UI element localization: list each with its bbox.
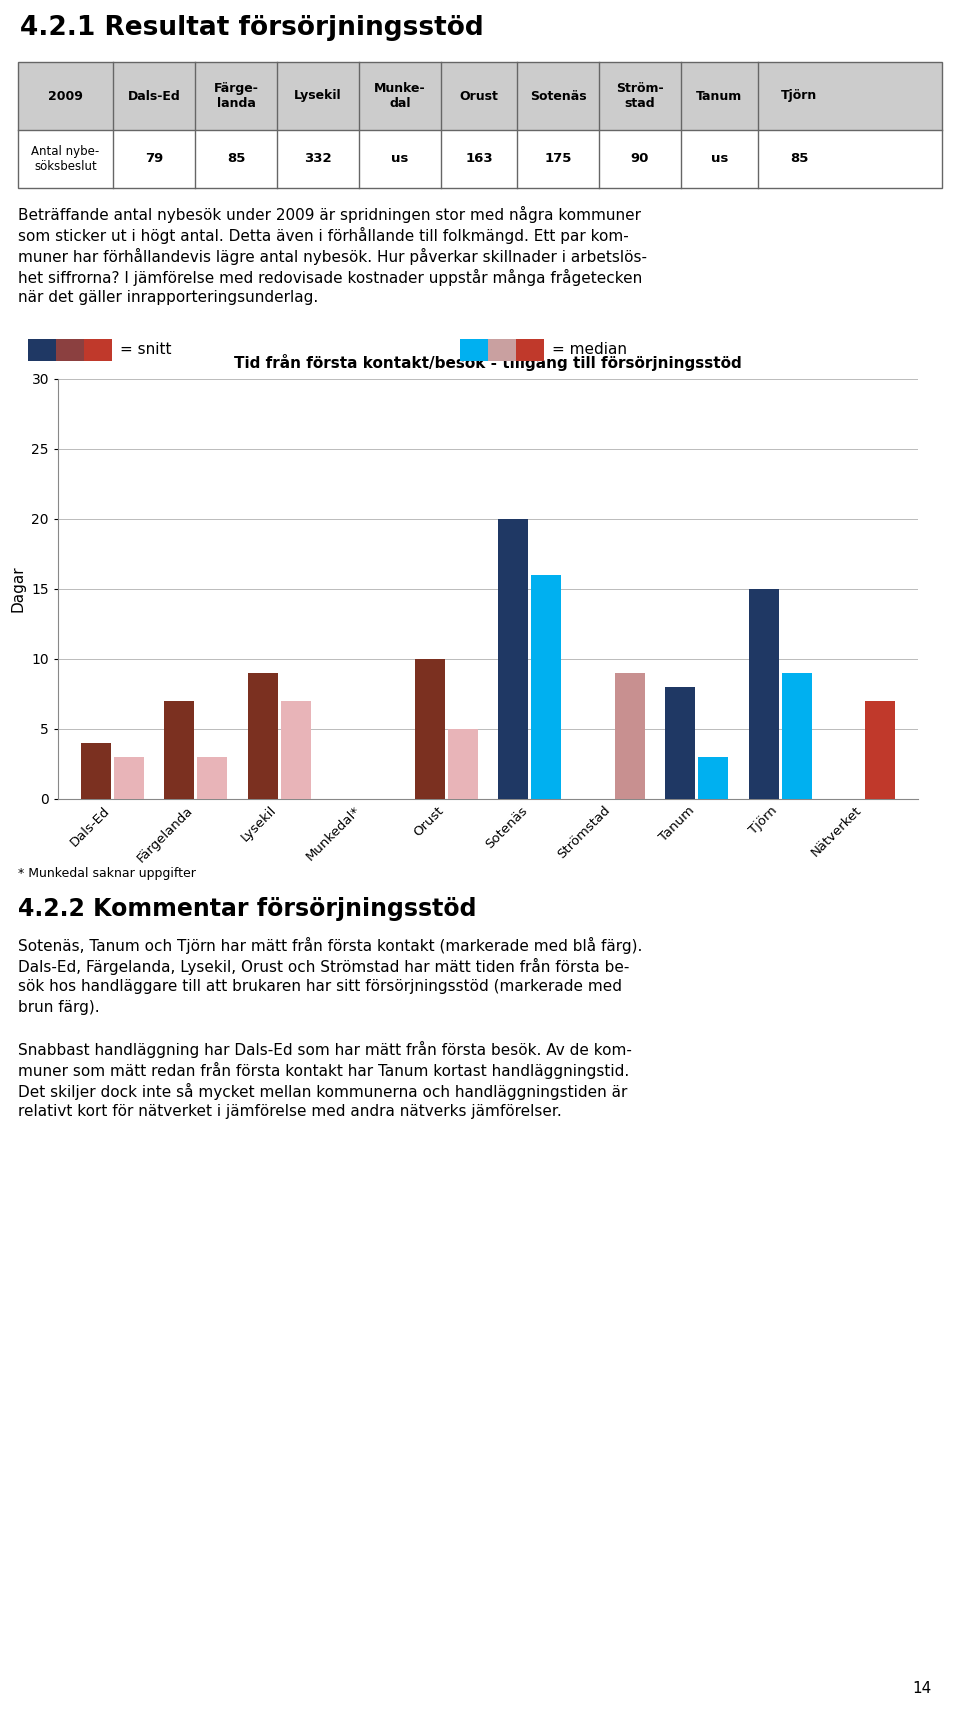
Text: muner har förhållandevis lägre antal nybesök. Hur påverkar skillnader i arbetslö: muner har förhållandevis lägre antal nyb… (18, 247, 647, 264)
Text: muner som mätt redan från första kontakt har Tanum kortast handläggningstid.: muner som mätt redan från första kontakt… (18, 1063, 629, 1078)
Text: Snabbast handläggning har Dals-Ed som har mätt från första besök. Av de kom-: Snabbast handläggning har Dals-Ed som ha… (18, 1041, 632, 1058)
Bar (114, 757, 144, 798)
Text: 175: 175 (544, 153, 572, 165)
Bar (532, 575, 562, 798)
Bar (164, 701, 194, 798)
Bar (448, 730, 478, 798)
Bar (865, 701, 896, 798)
Bar (781, 673, 812, 798)
Text: Dals-Ed: Dals-Ed (128, 89, 180, 103)
Text: = snitt: = snitt (120, 342, 172, 357)
Text: Sotenäs: Sotenäs (530, 89, 587, 103)
Bar (749, 589, 779, 798)
Text: sök hos handläggare till att brukaren har sitt försörjningsstöd (markerade med: sök hos handläggare till att brukaren ha… (18, 979, 622, 994)
Text: Beträffande antal nybesök under 2009 är spridningen stor med några kommuner: Beträffande antal nybesök under 2009 är … (18, 206, 641, 223)
Text: Munke-
dal: Munke- dal (374, 82, 426, 110)
Text: Tjörn: Tjörn (780, 89, 817, 103)
Text: 332: 332 (304, 153, 332, 165)
Text: Det skiljer dock inte så mycket mellan kommunerna och handläggningstiden är: Det skiljer dock inte så mycket mellan k… (18, 1083, 628, 1101)
Text: 85: 85 (227, 153, 245, 165)
Text: Orust: Orust (460, 89, 498, 103)
Bar (281, 701, 311, 798)
Text: 163: 163 (466, 153, 492, 165)
Bar (498, 519, 528, 798)
Text: Antal nybe-
söksbeslut: Antal nybe- söksbeslut (32, 144, 100, 173)
Bar (248, 673, 277, 798)
Text: 2009: 2009 (48, 89, 83, 103)
Text: Tanum: Tanum (696, 89, 743, 103)
Bar (81, 743, 110, 798)
Text: 4.2.2 Kommentar försörjningsstöd: 4.2.2 Kommentar försörjningsstöd (18, 896, 476, 920)
Text: 79: 79 (145, 153, 163, 165)
Text: = median: = median (552, 342, 627, 357)
Text: us: us (710, 153, 729, 165)
Text: som sticker ut i högt antal. Detta även i förhållande till folkmängd. Ett par ko: som sticker ut i högt antal. Detta även … (18, 227, 629, 244)
Text: när det gäller inrapporteringsunderlag.: när det gäller inrapporteringsunderlag. (18, 290, 319, 306)
Bar (198, 757, 228, 798)
Text: relativt kort för nätverket i jämförelse med andra nätverks jämförelser.: relativt kort för nätverket i jämförelse… (18, 1104, 562, 1119)
Y-axis label: Dagar: Dagar (11, 565, 26, 613)
Text: het siffrorna? I jämförelse med redovisade kostnader uppstår många frågetecken: het siffrorna? I jämförelse med redovisa… (18, 270, 642, 287)
Text: Ström-
stad: Ström- stad (616, 82, 663, 110)
Text: us: us (392, 153, 409, 165)
Text: brun färg).: brun färg). (18, 999, 100, 1015)
Text: Sotenäs, Tanum och Tjörn har mätt från första kontakt (markerade med blå färg).: Sotenäs, Tanum och Tjörn har mätt från f… (18, 937, 642, 955)
Bar (699, 757, 729, 798)
Text: 4.2.1 Resultat försörjningsstöd: 4.2.1 Resultat försörjningsstöd (20, 15, 484, 41)
Text: Färge-
landa: Färge- landa (213, 82, 258, 110)
Bar (615, 673, 645, 798)
Title: Tid från första kontakt/besök - tillgång till försörjningsstöd: Tid från första kontakt/besök - tillgång… (234, 354, 742, 371)
Bar (665, 687, 695, 798)
Text: 85: 85 (790, 153, 808, 165)
Text: 14: 14 (912, 1681, 931, 1696)
Text: * Munkedal saknar uppgifter: * Munkedal saknar uppgifter (18, 867, 196, 881)
Text: 90: 90 (631, 153, 649, 165)
Text: Lysekil: Lysekil (294, 89, 342, 103)
Text: Dals-Ed, Färgelanda, Lysekil, Orust och Strömstad har mätt tiden från första be-: Dals-Ed, Färgelanda, Lysekil, Orust och … (18, 958, 630, 975)
Bar (415, 659, 444, 798)
